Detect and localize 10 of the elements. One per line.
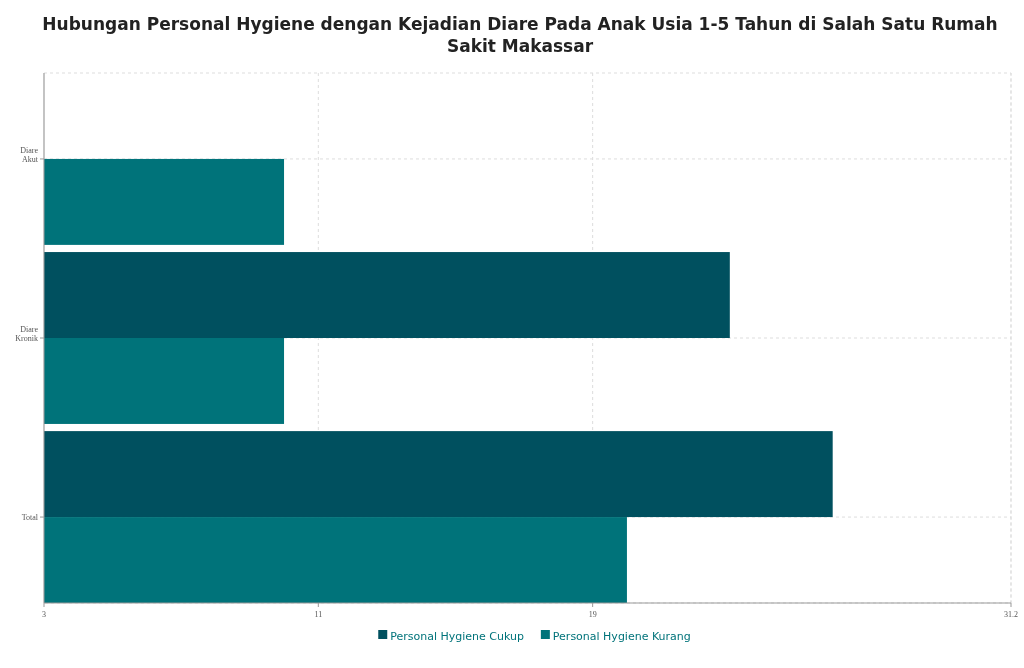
y-tick-label: Total xyxy=(21,513,39,523)
x-tick-label: 31.2 xyxy=(1004,610,1018,619)
x-tick-label: 11 xyxy=(314,610,323,619)
x-tick-label: 3 xyxy=(42,610,46,619)
x-tick-label: 19 xyxy=(588,610,597,619)
legend-label: Personal Hygiene Kurang xyxy=(552,630,691,643)
y-tick-label: Diare Kronik xyxy=(15,325,39,343)
y-tick-label: Diare Akut xyxy=(20,145,39,164)
legend-label: Personal Hygiene Cukup xyxy=(390,630,524,643)
chart-title: Hubungan Personal Hygiene dengan Kejadian Diare Pada Anak Usia 1-5 Tahun di Salah Satu Rumah Sakit Makassar xyxy=(42,14,998,56)
